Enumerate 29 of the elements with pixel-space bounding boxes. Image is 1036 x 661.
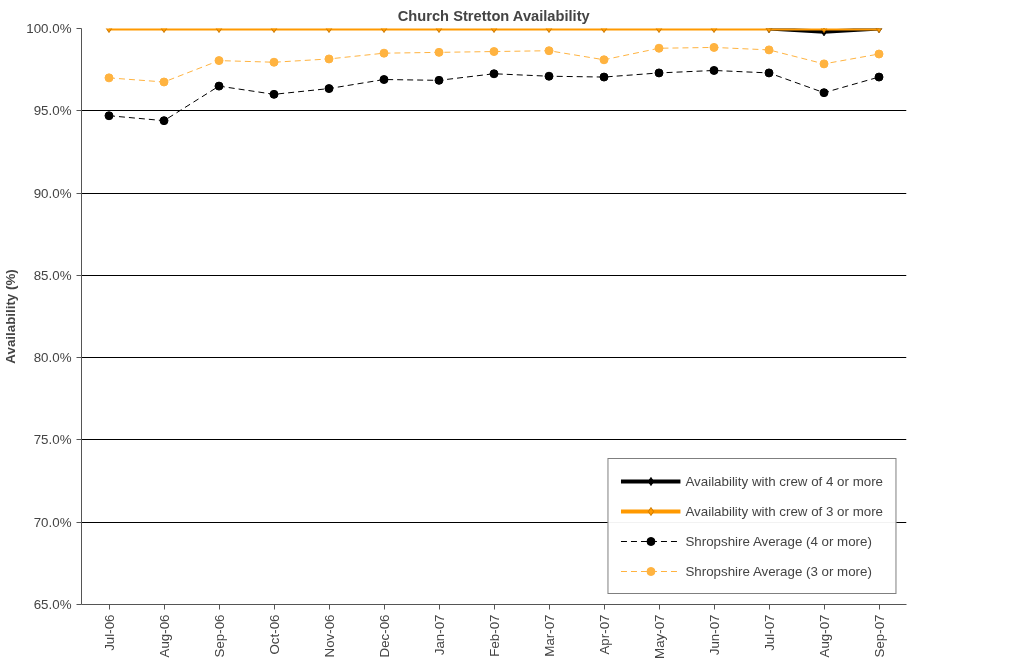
x-tick-label: Oct-06 xyxy=(266,614,282,655)
x-tick-label: Mar-07 xyxy=(541,614,557,657)
y-tick-label: 65.0% xyxy=(33,597,72,612)
x-tick-label: Sep-06 xyxy=(211,614,227,658)
x-tick-label: Feb-07 xyxy=(486,614,502,657)
y-axis-title: Availability (%) xyxy=(3,269,19,364)
legend-label: Shropshire Average (3 or more) xyxy=(685,563,872,579)
x-tick-label: Jul-07 xyxy=(761,614,777,651)
x-tick-label: Aug-07 xyxy=(816,614,832,658)
legend-label: Availability with crew of 4 or more xyxy=(685,473,883,489)
legend-label: Shropshire Average (4 or more) xyxy=(685,533,872,549)
x-tick-label: Aug-06 xyxy=(156,614,172,658)
legend-label: Availability with crew of 3 or more xyxy=(685,503,883,519)
y-tick-label: 75.0% xyxy=(33,432,72,448)
x-tick-label: Nov-06 xyxy=(321,614,337,658)
x-tick-label: Apr-07 xyxy=(596,614,612,655)
y-tick-label: 70.0% xyxy=(33,514,72,530)
x-tick-label: May-07 xyxy=(651,614,667,659)
x-tick-label: Sep-07 xyxy=(871,614,887,658)
y-tick-label: 100.0% xyxy=(26,21,72,36)
y-tick-label: 80.0% xyxy=(33,350,72,366)
y-tick-label: 90.0% xyxy=(33,185,72,201)
x-tick-label: Jun-07 xyxy=(706,614,722,656)
chart-title: Church Stretton Availability xyxy=(397,7,591,24)
x-tick-label: Jul-06 xyxy=(101,614,117,651)
x-tick-label: Dec-06 xyxy=(376,614,392,658)
y-tick-label: 85.0% xyxy=(33,267,72,283)
y-tick-label: 95.0% xyxy=(33,103,72,119)
x-tick-label: Jan-07 xyxy=(431,614,447,656)
